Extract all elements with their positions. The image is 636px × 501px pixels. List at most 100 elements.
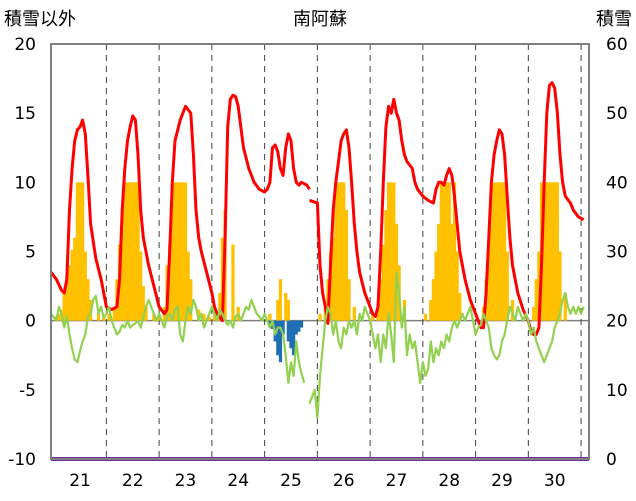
bar: [444, 182, 449, 321]
bar: [62, 293, 66, 321]
bar: [386, 182, 391, 321]
bar: [73, 237, 77, 321]
x-tick-label: 24: [227, 471, 249, 491]
bar: [152, 313, 156, 321]
bar: [81, 182, 85, 321]
bar: [500, 182, 504, 321]
bar: [131, 182, 135, 321]
bar: [268, 313, 272, 321]
bar: [268, 320, 272, 328]
bar: [545, 182, 549, 321]
bar: [173, 182, 177, 321]
bar: [212, 313, 217, 321]
plot-frame: [50, 43, 590, 460]
bar: [276, 320, 280, 356]
bar: [531, 306, 536, 321]
bar: [286, 299, 290, 321]
bar: [276, 299, 280, 321]
bar: [133, 182, 138, 321]
x-tick-label: 27: [386, 471, 408, 491]
bar: [336, 182, 341, 321]
y-right-tick-label: 10: [606, 381, 628, 401]
bar: [455, 251, 459, 321]
y-left-tick-label: -10: [8, 450, 36, 470]
bar: [495, 182, 499, 321]
x-tick-label: 22: [122, 471, 144, 491]
series-line: [308, 81, 585, 336]
bar: [352, 306, 356, 321]
bar: [344, 210, 348, 321]
bar: [181, 182, 185, 321]
bar: [175, 182, 180, 321]
bar: [86, 279, 90, 321]
bar: [492, 182, 496, 321]
bar: [450, 223, 454, 321]
bar: [70, 250, 74, 321]
bar: [339, 182, 343, 321]
bar: [286, 320, 290, 342]
bar: [128, 182, 132, 321]
bar: [331, 237, 335, 321]
bar: [347, 279, 351, 321]
bar: [120, 216, 124, 321]
y-right-tick-label: 0: [606, 450, 617, 470]
bar: [202, 313, 206, 321]
bar: [183, 182, 188, 321]
bar: [437, 223, 441, 321]
y-right-tick-label: 20: [606, 312, 628, 332]
x-tick-label: 29: [491, 471, 513, 491]
bar: [125, 182, 130, 321]
bar: [294, 320, 298, 335]
bar: [231, 244, 235, 321]
y-left-tick-label: 5: [25, 243, 36, 263]
bar: [297, 320, 301, 332]
bar: [342, 182, 346, 321]
bar: [123, 182, 127, 321]
bar: [112, 306, 116, 321]
bar: [379, 279, 383, 321]
bar: [139, 251, 143, 321]
bar: [389, 182, 393, 321]
bar: [186, 251, 190, 321]
bar: [447, 182, 451, 321]
bar: [502, 182, 507, 321]
bar: [299, 320, 304, 328]
series-line: [49, 93, 311, 323]
bar: [207, 316, 211, 321]
bar: [170, 182, 174, 321]
bar: [534, 279, 538, 321]
bar: [107, 313, 111, 321]
bar: [458, 293, 462, 321]
bar: [442, 182, 446, 321]
y-right-tick-label: 50: [606, 104, 628, 124]
y-left-tick-label: 10: [14, 173, 36, 193]
bar: [278, 279, 283, 321]
bar: [178, 182, 182, 321]
bar: [429, 299, 433, 321]
bar: [431, 279, 436, 321]
bar: [57, 313, 61, 321]
x-tick-label: 23: [175, 471, 197, 491]
bar: [510, 299, 515, 321]
bar: [487, 251, 491, 321]
x-tick-label: 25: [280, 471, 302, 491]
bar: [284, 293, 288, 321]
x-tick-label: 26: [333, 471, 355, 491]
bar: [334, 182, 338, 321]
x-tick-label: 21: [69, 471, 91, 491]
bar: [218, 293, 222, 321]
bar: [547, 182, 552, 321]
tick-layer: 21 22 23 24 25 26 27 28 29 3020151050-5-106050403…: [8, 35, 627, 491]
bar: [157, 316, 161, 321]
y-left-tick-label: 0: [25, 312, 36, 332]
bar: [497, 182, 501, 321]
bar: [505, 251, 509, 321]
bar: [371, 313, 375, 321]
bar: [558, 251, 562, 321]
bar: [553, 182, 557, 321]
series-line: [308, 271, 585, 419]
bar: [281, 320, 285, 335]
y-right-tick-label: 40: [606, 173, 628, 193]
bar: [65, 276, 69, 321]
